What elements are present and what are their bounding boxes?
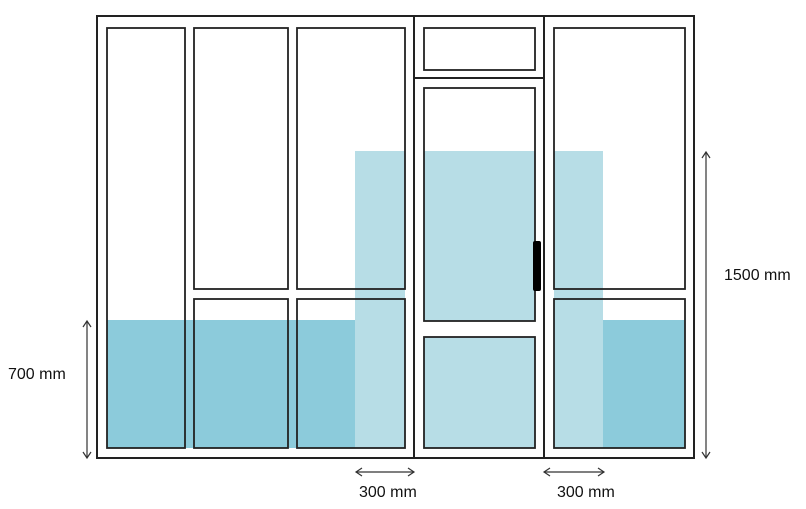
pane-col2-bottom	[193, 298, 289, 449]
pane-col3-top	[296, 27, 406, 290]
band-high-door-lower	[424, 337, 535, 448]
pane-right-top	[553, 27, 686, 290]
pane-door-lower	[423, 336, 536, 449]
band-low-right	[603, 320, 685, 448]
dim-label-300-right: 300 mm	[557, 484, 615, 501]
pane-right-bottom	[553, 298, 686, 449]
dim-arrow-left-vertical	[82, 319, 92, 460]
pane-transom	[423, 27, 536, 71]
door-handle	[533, 241, 541, 291]
dim-arrow-bottom-left	[354, 467, 416, 477]
dim-label-1500: 1500 mm	[724, 267, 791, 284]
band-low-left	[107, 320, 355, 448]
pane-door-upper	[423, 87, 536, 322]
dim-label-700: 700 mm	[8, 366, 66, 383]
pane-left-tall	[106, 27, 186, 449]
panes	[106, 27, 686, 449]
band-high-door-upper	[424, 151, 535, 321]
dim-arrow-bottom-right	[542, 467, 606, 477]
pane-col3-bottom	[296, 298, 406, 449]
pane-col2-top	[193, 27, 289, 290]
dim-arrow-right-vertical	[701, 150, 711, 460]
dimension-lines	[82, 150, 711, 477]
dim-label-300-left: 300 mm	[359, 484, 417, 501]
